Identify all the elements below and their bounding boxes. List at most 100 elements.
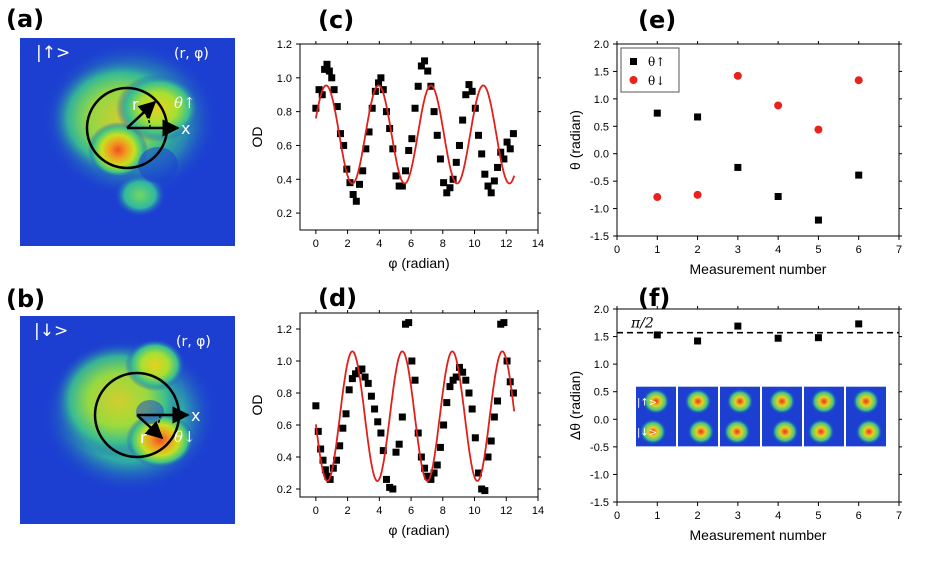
panel-a-state-label: |↑> <box>36 43 70 63</box>
chart-c-data-point <box>421 57 429 65</box>
chart-f-title: (f) <box>638 284 670 312</box>
y-tick-label: 1.0 <box>594 359 609 371</box>
chart-f-data-point <box>653 331 661 339</box>
chart-d-data-point <box>339 424 347 432</box>
chart-d-data-point <box>427 475 435 483</box>
chart-e-xlabel: Measurement number <box>690 261 827 277</box>
chart-c-data-point <box>436 155 444 163</box>
x-tick-label: 7 <box>896 244 902 256</box>
inset-cloud-down <box>807 418 835 445</box>
inset-cloud-up <box>642 388 670 415</box>
panel-a-atom-cloud <box>42 42 218 217</box>
chart-d: (d) 0 2 4 6 8 10 12 14 0.2 0.4 0.6 0.8 1.0 1.2 φ (radia… <box>249 284 544 538</box>
chart-c-data-point <box>382 108 390 116</box>
chart-d-data-point <box>430 469 438 477</box>
x-tick-label: 4 <box>775 510 781 522</box>
chart-c-data-point <box>312 104 320 112</box>
chart-d-data-point <box>487 437 495 445</box>
chart-c-data-point <box>430 108 438 116</box>
y-tick-label: 0.8 <box>277 388 292 400</box>
chart-f-data-point <box>694 337 702 345</box>
y-tick-label: 1.0 <box>277 356 292 368</box>
chart-d-data-point <box>440 421 448 429</box>
chart-d-data-point <box>319 456 327 464</box>
panel-a-theta-label: θ↑ <box>174 94 196 112</box>
chart-e-data-point <box>814 216 822 224</box>
legend-label-up: θ↑ <box>648 55 665 69</box>
chart-c-data-point <box>443 189 451 197</box>
chart-c-data-point <box>487 189 495 197</box>
chart-d-data-point <box>443 399 451 407</box>
chart-d-data-point <box>317 445 325 453</box>
chart-f: (f) 0 1 2 3 4 5 6 7 -1.5 -1.0 -0.5 0.0 0.5 1.0 1.5 2.0 Me… <box>567 284 902 543</box>
panel-a-label: (a) <box>6 5 44 33</box>
chart-d-data-point <box>377 429 385 437</box>
chart-f-reference-label: π/2 <box>630 316 654 332</box>
y-tick-label: 0.4 <box>277 452 292 464</box>
chart-d-data-point <box>471 434 479 442</box>
x-tick-label: 2 <box>345 238 351 250</box>
x-tick-label: 2 <box>695 244 701 256</box>
chart-c-data-point <box>433 131 441 139</box>
chart-c-title: (c) <box>318 6 354 34</box>
y-tick-label: 0.2 <box>277 484 292 496</box>
chart-d-data-point <box>374 418 382 426</box>
inset-cloud-up <box>810 388 838 415</box>
chart-d-data-point <box>452 373 460 381</box>
y-tick-label: 0.2 <box>277 208 292 220</box>
inset-label-up: |↑> <box>637 397 657 408</box>
chart-d-data-point <box>348 375 356 383</box>
x-tick-label: 1 <box>654 244 660 256</box>
chart-c-data-point <box>481 170 489 178</box>
chart-c-data-point <box>414 82 422 90</box>
chart-d-data-point <box>312 402 320 410</box>
chart-c-data-point <box>392 172 400 180</box>
chart-e-ylabel: θ (radian) <box>567 110 583 170</box>
chart-d-data-point <box>332 456 340 464</box>
chart-c-data-point <box>349 190 357 198</box>
inset-cloud-down <box>639 418 667 445</box>
x-tick-label: 4 <box>775 244 781 256</box>
x-tick-label: 0 <box>614 244 620 256</box>
panel-a-coords-label: (r, φ) <box>174 46 209 62</box>
chart-c-data-point <box>475 131 482 139</box>
panel-b-x-label: x <box>191 406 200 425</box>
chart-c-fit-curve <box>315 84 516 185</box>
y-tick-label: 0.8 <box>277 107 292 119</box>
chart-c-data-point <box>452 158 460 166</box>
chart-c-data-point <box>352 197 360 205</box>
y-tick-label: 1.2 <box>277 324 292 336</box>
x-tick-label: 6 <box>856 510 862 522</box>
chart-c-data-point <box>509 130 517 138</box>
inset-cloud-up <box>726 388 754 415</box>
chart-d-data-point <box>481 487 489 495</box>
chart-c-data-point <box>402 167 410 175</box>
chart-d-data-point <box>361 373 369 381</box>
y-tick-label: 0.5 <box>594 121 609 133</box>
y-tick-label: 0.0 <box>594 414 609 426</box>
panel-b-coords-label: (r, φ) <box>176 334 211 350</box>
chart-c-data-point <box>455 141 463 149</box>
y-tick-label: -1.0 <box>590 469 609 481</box>
panel-a-r-arrow <box>126 100 157 129</box>
legend-label-down: θ↓ <box>648 74 665 88</box>
chart-c-data-point <box>368 104 376 112</box>
chart-c-data-point <box>468 87 476 95</box>
inset-cloud-down <box>723 418 751 445</box>
chart-d-data-point <box>462 376 470 384</box>
chart-d-data-point <box>336 442 344 450</box>
chart-c-data-point <box>465 81 473 89</box>
chart-d-xlabel: φ (radian) <box>388 522 449 538</box>
chart-d-data-point <box>358 365 366 373</box>
x-tick-label: 14 <box>532 505 544 517</box>
y-tick-label: -0.5 <box>590 176 609 188</box>
chart-e-point-down <box>733 71 742 80</box>
y-tick-label: -1.0 <box>590 204 609 216</box>
chart-d-data-point <box>490 413 498 421</box>
chart-c-data-point <box>478 150 486 158</box>
x-tick-label: 12 <box>500 238 512 250</box>
chart-c-data-point <box>328 74 336 82</box>
chart-d-data-point <box>392 448 400 456</box>
chart-c-data-point <box>343 165 351 173</box>
